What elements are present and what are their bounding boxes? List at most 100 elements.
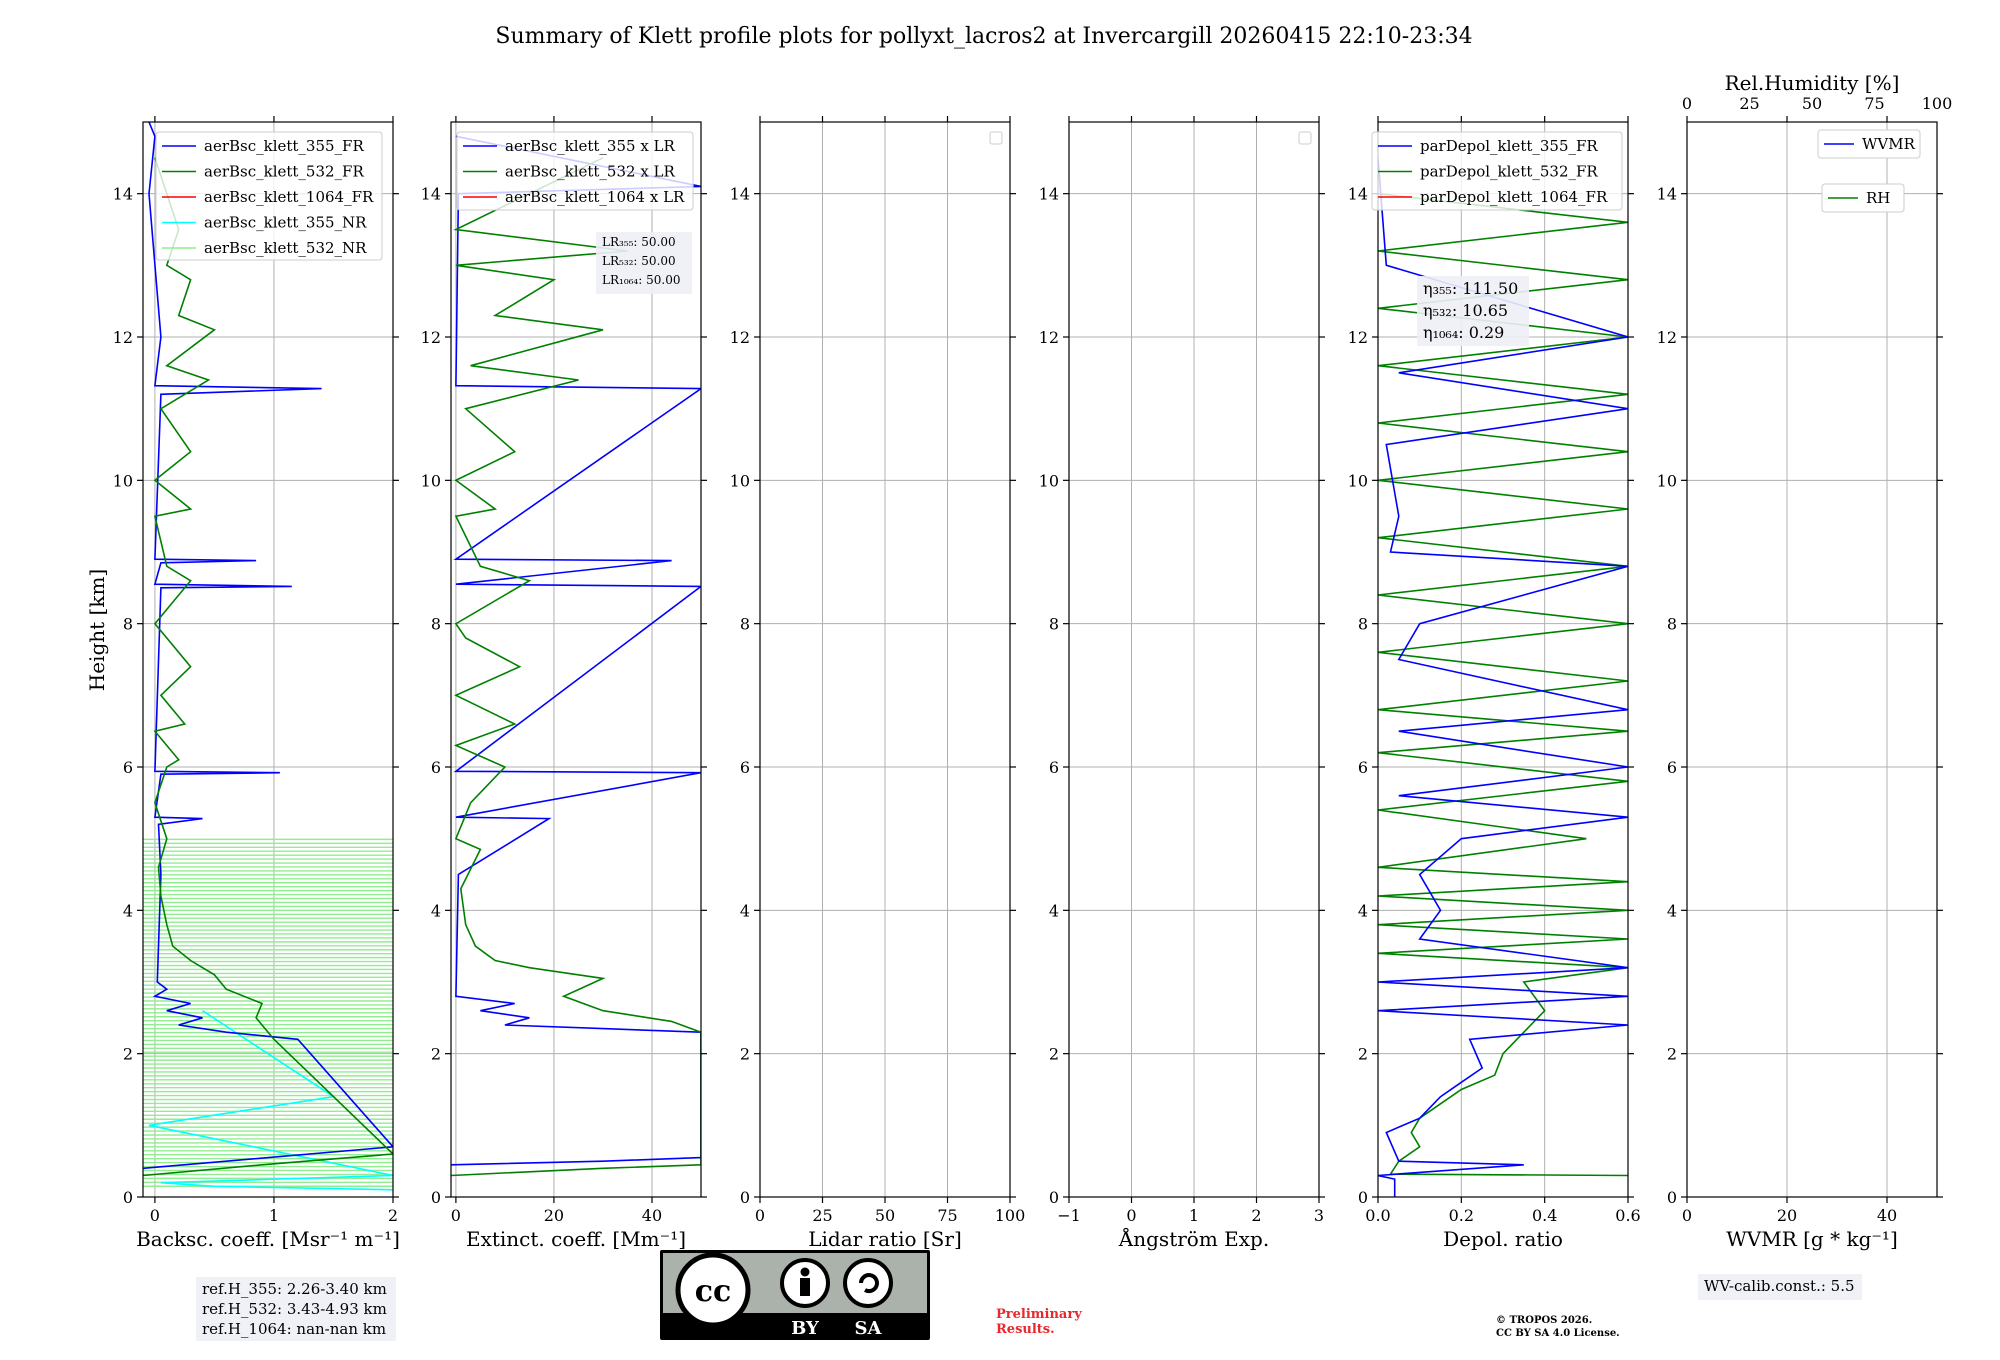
annotation-box: WV-calib.const.: 5.5 xyxy=(1698,1274,1862,1300)
x-axis-label: Lidar ratio [Sr] xyxy=(808,1227,962,1251)
panel-lidar-ratio: 0 2 4 6 8 10 12 14 0 25 50 75 100 Lidar ratio [Sr] xyxy=(730,116,1026,1251)
legend-label: aerBsc_klett_355 x LR xyxy=(505,137,676,155)
legend-label: aerBsc_klett_355_FR xyxy=(204,137,364,155)
x-tick-label: 2 xyxy=(1251,1206,1261,1225)
cc-license-badge: cc BY SA xyxy=(660,1250,930,1340)
annotation-line: ref.H_532: 3.43-4.93 km xyxy=(202,1300,387,1318)
x-ticks xyxy=(154,116,394,1203)
y-tick-label: 14 xyxy=(1657,185,1677,204)
x-ticks xyxy=(455,116,653,1203)
y-tick-label: 14 xyxy=(421,185,441,204)
y-tick-label: 4 xyxy=(1049,901,1059,920)
legend-label: parDepol_klett_532_FR xyxy=(1420,163,1598,181)
y-tick-label: 2 xyxy=(1667,1045,1677,1064)
y-tick-label: 8 xyxy=(1049,615,1059,634)
y-tick-label: 4 xyxy=(431,901,441,920)
y-tick-label: 0 xyxy=(1358,1188,1368,1207)
series-group xyxy=(1378,157,1628,1197)
legend: aerBsc_klett_355_FR aerBsc_klett_532_FRae… xyxy=(155,131,383,261)
axes-frame xyxy=(1377,121,1629,1198)
y-ticks xyxy=(1063,193,1325,1198)
annotation-line: ref.H_355: 2.26-3.40 km xyxy=(202,1280,387,1298)
copyright-line-2: CC BY SA 4.0 License. xyxy=(1496,1328,1620,1339)
x-ticks xyxy=(1686,116,1888,1203)
legend-label: aerBsc_klett_1064 x LR xyxy=(505,188,685,206)
series-group xyxy=(451,135,701,1177)
x-tick-label: 2 xyxy=(388,1206,398,1225)
y-tick-label: 0 xyxy=(123,1188,133,1207)
panel-depol: 0 2 4 6 8 10 12 14 0.0 0.2 0.4 0.6 Depol. ratio parDe… xyxy=(1348,116,1641,1251)
legend-label: parDepol_klett_1064_FR xyxy=(1420,188,1608,206)
annotation-box: ref.H_355: 2.26-3.40 km ref.H_532: 3.43-4… xyxy=(196,1277,396,1341)
annotation-box: η₃₅₅: 111.50 η₅₃₂: 10.65 η₁₀₆₄: 0.29 xyxy=(1417,276,1529,346)
svg-text:SA: SA xyxy=(855,1318,883,1339)
annotation-line: WV-calib.const.: 5.5 xyxy=(1704,1277,1855,1295)
x-tick-label: 40 xyxy=(642,1206,662,1225)
series-aerBsc_klett_532_NR xyxy=(143,838,393,1187)
legend-label: parDepol_klett_355_FR xyxy=(1420,137,1598,155)
y-tick-label: 14 xyxy=(1039,185,1059,204)
axes-frame xyxy=(450,121,702,1198)
y-tick-label: 4 xyxy=(1667,901,1677,920)
y-tick-label: 2 xyxy=(1049,1045,1059,1064)
annotation-line: η₅₃₂: 10.65 xyxy=(1423,301,1508,320)
x-tick-label: 0.2 xyxy=(1449,1206,1474,1225)
x-axis-label: Extinct. coeff. [Mm⁻¹] xyxy=(466,1227,686,1251)
panel-wvmr: 0 2 4 6 8 10 12 14 0 20 40 WVMR [g * kg⁻¹] 0 25 50 75 10… xyxy=(1657,71,1952,1300)
y-ticks xyxy=(445,193,707,1198)
y-tick-label: 6 xyxy=(1358,758,1368,777)
x-ticks xyxy=(1377,116,1629,1203)
legend-label: aerBsc_klett_532_NR xyxy=(204,239,367,257)
x-tick-label: 50 xyxy=(875,1206,895,1225)
x-tick-label: 100 xyxy=(995,1206,1026,1225)
top-tick-label: 50 xyxy=(1802,94,1822,113)
legend-label: aerBsc_klett_532_FR xyxy=(204,163,364,181)
y-tick-label: 2 xyxy=(1358,1045,1368,1064)
y-tick-label: 2 xyxy=(740,1045,750,1064)
x-tick-label: 0 xyxy=(1682,1206,1692,1225)
x-ticks xyxy=(759,116,1011,1203)
y-tick-label: 0 xyxy=(1049,1188,1059,1207)
gridlines xyxy=(759,122,1011,1198)
annotation-line: LR₃₅₅: 50.00 xyxy=(602,235,676,249)
y-ticks xyxy=(754,193,1016,1198)
x-tick-label: 25 xyxy=(812,1206,832,1225)
preliminary-line-2: Results. xyxy=(996,1322,1055,1337)
x-tick-label: −1 xyxy=(1057,1206,1081,1225)
legend-label: RH xyxy=(1866,189,1890,207)
series-aerBsc_klett_355 x LR xyxy=(451,135,701,1166)
preliminary-line-1: Preliminary xyxy=(996,1307,1082,1322)
x-tick-label: 75 xyxy=(937,1206,957,1225)
x-tick-label: 0 xyxy=(1126,1206,1136,1225)
y-tick-label: 2 xyxy=(123,1045,133,1064)
legend-label: WVMR xyxy=(1862,135,1916,153)
top-tick-label: 25 xyxy=(1739,94,1759,113)
copyright-line-1: © TROPOS 2026. xyxy=(1496,1315,1592,1326)
top-tick-label: 75 xyxy=(1864,94,1884,113)
annotation-line: LR₁₀₆₄: 50.00 xyxy=(602,273,680,287)
y-tick-label: 12 xyxy=(1039,328,1059,347)
x-tick-label: 0.0 xyxy=(1365,1206,1390,1225)
y-tick-label: 6 xyxy=(1049,758,1059,777)
series-aerBsc_klett_532 x LR xyxy=(451,157,701,1177)
series-group xyxy=(143,122,393,1191)
y-tick-label: 14 xyxy=(113,185,133,204)
y-tick-label: 4 xyxy=(740,901,750,920)
x-axis-label: Depol. ratio xyxy=(1443,1227,1563,1251)
y-tick-label: 4 xyxy=(123,901,133,920)
y-ticks xyxy=(137,193,399,1198)
y-tick-label: 8 xyxy=(1667,615,1677,634)
y-tick-label: 8 xyxy=(740,615,750,634)
series-parDepol_klett_532_FR xyxy=(1378,192,1628,1177)
y-tick-label: 10 xyxy=(730,471,750,490)
x-tick-label: 20 xyxy=(1777,1206,1797,1225)
empty-legend-box xyxy=(1298,131,1312,145)
legend-label: aerBsc_klett_355_NR xyxy=(204,214,367,232)
y-tick-label: 10 xyxy=(1348,471,1368,490)
x-tick-label: 1 xyxy=(1189,1206,1199,1225)
series-aerBsc_klett_532_FR xyxy=(143,157,393,1177)
